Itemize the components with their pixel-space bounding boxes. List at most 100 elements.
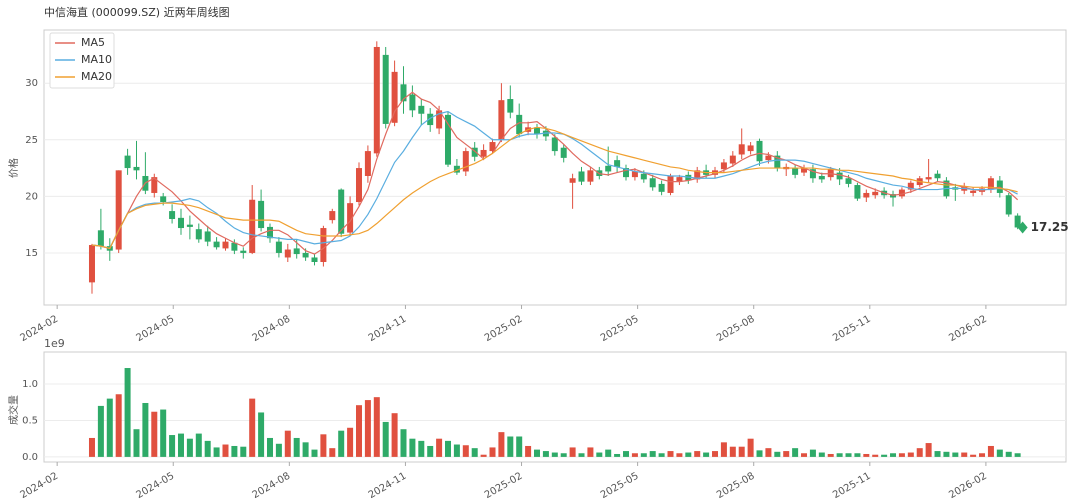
x-tick-label: 2024-11 bbox=[367, 471, 409, 499]
volume-bar bbox=[284, 430, 291, 457]
x-tick-label: 2025-02 bbox=[483, 471, 525, 499]
volume-bar bbox=[943, 451, 950, 457]
x-tick-label: 2025-08 bbox=[715, 471, 757, 499]
volume-bar bbox=[720, 442, 727, 457]
volume-bar bbox=[436, 438, 443, 457]
candle-body bbox=[765, 155, 772, 161]
candle-body bbox=[649, 178, 656, 188]
last-price-label: 17.25 bbox=[1031, 220, 1069, 234]
volume-bar bbox=[534, 449, 541, 457]
volume-bar bbox=[266, 437, 273, 457]
y2-tick-label: 0.5 bbox=[22, 415, 38, 426]
volume-bar bbox=[418, 440, 425, 457]
candle-body bbox=[792, 168, 799, 175]
candle-body bbox=[587, 170, 594, 182]
volume-bar bbox=[400, 429, 407, 457]
volume-bar bbox=[329, 448, 336, 457]
last-price-marker bbox=[1017, 221, 1028, 234]
volume-bar bbox=[676, 453, 683, 457]
volume-bar bbox=[756, 450, 763, 457]
x-tick-label: 2025-08 bbox=[715, 314, 757, 344]
volume-bar bbox=[560, 453, 567, 457]
x-tick-label: 2025-05 bbox=[599, 471, 641, 499]
volume-bar bbox=[738, 446, 745, 457]
volume-bar bbox=[747, 438, 754, 457]
candle-body bbox=[160, 196, 167, 203]
volume-bar bbox=[373, 397, 380, 457]
ma-line bbox=[91, 91, 1019, 255]
x-tick-label: 2025-11 bbox=[831, 471, 873, 499]
candle-body bbox=[934, 173, 941, 179]
y2-tick-label: 1.0 bbox=[22, 379, 38, 390]
candle-body bbox=[418, 105, 425, 114]
x-tick-label: 2025-05 bbox=[599, 314, 641, 344]
candle-body bbox=[578, 171, 585, 182]
volume-bar bbox=[614, 453, 621, 457]
candle-body bbox=[489, 142, 496, 152]
candle-body bbox=[818, 175, 825, 180]
volume-bar bbox=[827, 453, 834, 457]
volume-bar bbox=[311, 449, 318, 457]
y-tick-label: 15 bbox=[25, 248, 38, 259]
x-tick-label: 2026-02 bbox=[947, 471, 989, 499]
y-tick-label: 20 bbox=[25, 191, 38, 202]
candle-body bbox=[1014, 215, 1021, 228]
volume-bar bbox=[712, 451, 719, 457]
y2-axis-label: 成交量 bbox=[7, 395, 20, 425]
candle-body bbox=[320, 228, 327, 262]
x-tick-label: 2024-11 bbox=[367, 314, 409, 344]
candle-body bbox=[266, 226, 273, 239]
volume-bar bbox=[498, 432, 505, 457]
price-panel bbox=[43, 29, 1067, 306]
volume-bar bbox=[516, 436, 523, 457]
candle-body bbox=[640, 173, 647, 180]
candle-body bbox=[756, 140, 763, 162]
x-tick-label: 2026-02 bbox=[947, 314, 989, 344]
volume-bar bbox=[667, 451, 674, 457]
volume-bar bbox=[881, 454, 888, 457]
volume-bar bbox=[355, 405, 362, 457]
candle-body bbox=[284, 249, 291, 258]
candle-body bbox=[836, 172, 843, 180]
candle-body bbox=[427, 113, 434, 126]
volume-bar bbox=[801, 453, 808, 457]
candle-body bbox=[560, 147, 567, 158]
volume-bar bbox=[979, 453, 986, 457]
volume-bar bbox=[658, 453, 665, 457]
volume-bar bbox=[623, 451, 630, 457]
volume-bar bbox=[818, 452, 825, 457]
x-tick-label: 2025-02 bbox=[483, 314, 525, 344]
candle-body bbox=[249, 199, 256, 253]
volume-bar bbox=[836, 453, 843, 457]
volume-bar bbox=[578, 453, 585, 457]
candle-body bbox=[409, 94, 416, 111]
candle-body bbox=[863, 192, 870, 198]
candle-body bbox=[809, 169, 816, 179]
candle-body bbox=[382, 54, 389, 124]
legend-label: MA5 bbox=[81, 36, 105, 49]
candle-body bbox=[1005, 195, 1012, 215]
candle-body bbox=[177, 217, 184, 229]
candle-body bbox=[222, 241, 229, 249]
volume-bar bbox=[320, 434, 327, 457]
volume-bar bbox=[186, 438, 193, 457]
volume-bar bbox=[596, 452, 603, 457]
candle-body bbox=[151, 177, 158, 193]
candle-body bbox=[400, 84, 407, 102]
x-tick-label: 2024-02 bbox=[18, 471, 60, 499]
volume-bar bbox=[169, 435, 176, 457]
y-tick-label: 25 bbox=[25, 135, 38, 146]
volume-bar bbox=[204, 440, 211, 457]
candle-body bbox=[498, 100, 505, 140]
volume-bar bbox=[177, 433, 184, 457]
volume-bar bbox=[809, 449, 816, 457]
candle-body bbox=[471, 147, 478, 157]
volume-bar bbox=[275, 443, 282, 457]
candle-body bbox=[195, 229, 202, 240]
volume-bar bbox=[231, 445, 238, 457]
volume-bar bbox=[409, 438, 416, 457]
x-tick-label: 2024-08 bbox=[251, 314, 293, 344]
x-tick-label: 2024-05 bbox=[135, 314, 177, 344]
volume-bar bbox=[133, 429, 140, 457]
candle-body bbox=[845, 178, 852, 184]
